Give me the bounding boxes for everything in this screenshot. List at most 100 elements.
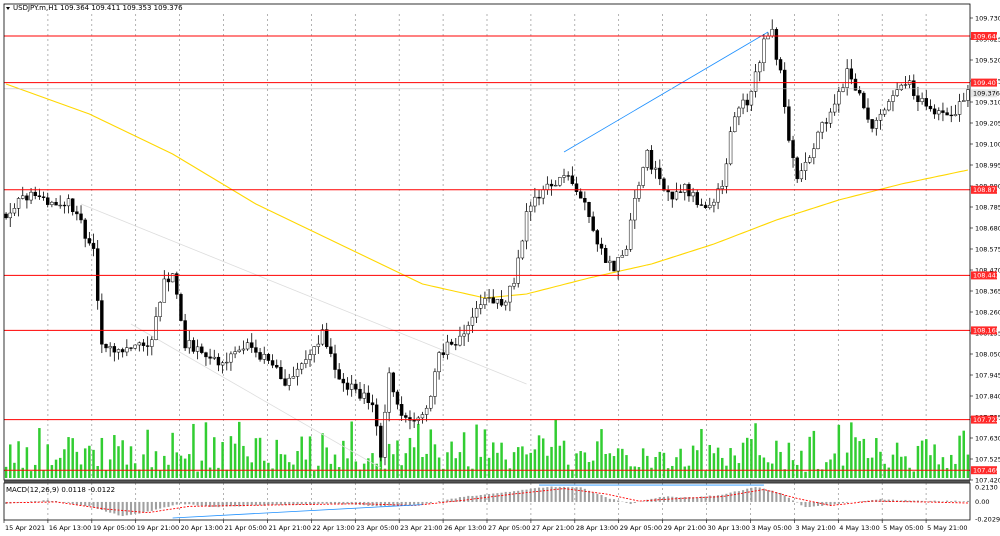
- candle-body: [666, 189, 670, 193]
- candle-body: [678, 191, 683, 193]
- time-tick-label: 29 Apr 21:00: [664, 524, 706, 532]
- candle-body: [100, 300, 104, 345]
- candle-body: [599, 243, 604, 249]
- candle-body: [12, 208, 17, 214]
- trend-lines: [80, 31, 769, 469]
- grid: [47, 14, 927, 520]
- candle-body: [120, 349, 125, 353]
- candle-body: [554, 184, 558, 187]
- candle-body: [395, 391, 400, 405]
- candle-body: [166, 278, 171, 283]
- candle-body: [433, 371, 437, 397]
- candle-body: [366, 392, 371, 403]
- time-tick-label: 30 Apr 13:00: [708, 524, 750, 532]
- candle-body: [445, 341, 450, 355]
- volume-bars: [4, 419, 970, 478]
- candle-body: [962, 100, 966, 102]
- candle-body: [753, 71, 758, 92]
- dropdown-arrow-icon[interactable]: [6, 7, 10, 10]
- candle-body: [170, 273, 175, 283]
- candle-body: [79, 213, 83, 221]
- candle-body: [279, 366, 283, 380]
- candle-body: [412, 420, 416, 422]
- candle-body: [320, 329, 325, 345]
- candle-body: [641, 167, 645, 186]
- candle-body: [758, 62, 762, 73]
- candle-body: [399, 404, 404, 416]
- candle-body: [903, 84, 908, 86]
- ma-line: [5, 83, 969, 299]
- candle-body: [495, 299, 500, 304]
- candle-body: [857, 90, 862, 94]
- price-level-tag: [971, 415, 997, 424]
- candle-body: [724, 163, 729, 187]
- candle-body: [699, 204, 704, 206]
- candle-body: [578, 191, 583, 199]
- time-tick-label: 26 Apr 13:00: [444, 524, 486, 532]
- candle-body: [849, 68, 854, 80]
- macd-tick-label: 0.2130: [975, 483, 998, 491]
- time-tick-label: 5 May 05:00: [883, 524, 923, 532]
- candle-body: [308, 354, 312, 360]
- candle-body: [233, 351, 237, 355]
- candle-body: [691, 192, 695, 197]
- candle-body: [937, 110, 941, 115]
- candle-body: [616, 256, 620, 272]
- candle-body: [125, 347, 129, 353]
- candle-body: [129, 347, 133, 349]
- candle-body: [841, 87, 845, 92]
- time-tick-label: 27 Apr 21:00: [532, 524, 574, 532]
- candle-body: [803, 162, 808, 171]
- candle-body: [920, 98, 924, 103]
- candle-body: [749, 91, 754, 106]
- candle-body: [745, 99, 749, 106]
- candle-body: [458, 335, 462, 346]
- candle-body: [949, 114, 953, 117]
- candle-body: [820, 122, 824, 133]
- horizontal-levels[interactable]: [4, 35, 970, 471]
- time-tick-label: 23 Apr 21:00: [400, 524, 442, 532]
- price-level-tag-label: 107.722: [973, 416, 1000, 424]
- candle-body: [33, 191, 37, 196]
- current-price-tag: [971, 89, 997, 98]
- candle-body: [429, 396, 433, 409]
- price-tick-label: 109.520: [975, 56, 1000, 64]
- candle-body: [633, 198, 637, 221]
- price-tick-label: 108.260: [975, 308, 1000, 316]
- candle-body: [75, 211, 79, 215]
- candle-body: [116, 349, 121, 353]
- candle-body: [449, 341, 454, 345]
- candle-body: [866, 107, 870, 120]
- candle-body: [716, 188, 720, 203]
- time-tick-label: 21 Apr 05:00: [225, 524, 267, 532]
- candle-body: [853, 78, 858, 91]
- time-tick-label: 16 Apr 13:00: [49, 524, 91, 532]
- candle-body: [391, 372, 396, 393]
- candle-body: [262, 354, 266, 360]
- price-level-tag-label: 108.443: [973, 272, 1000, 280]
- price-level-tag-label: 109.407: [973, 79, 1000, 87]
- candle-body: [966, 89, 970, 101]
- candle-body: [953, 114, 958, 117]
- channel-line: [80, 203, 527, 385]
- candle-body: [916, 95, 920, 103]
- time-tick-label: 15 Apr 2021: [5, 524, 45, 532]
- price-tick-label: 108.680: [975, 224, 1000, 232]
- candle-body: [566, 175, 570, 177]
- candle-body: [695, 192, 699, 205]
- candle-body: [491, 297, 495, 304]
- time-tick-label: 4 May 13:00: [839, 524, 879, 532]
- price-tick-label: 107.840: [975, 392, 1000, 400]
- price-level-tag-label: 108.168: [973, 327, 1000, 335]
- candle-body: [4, 213, 8, 219]
- candle-body: [362, 392, 366, 399]
- candle-body: [291, 376, 296, 379]
- price-tick-label: 108.785: [975, 203, 1000, 211]
- symbol-ohlc-label: USDJPY.m,H1 109.364 109.411 109.353 109.…: [13, 4, 183, 12]
- candle-body: [91, 242, 96, 249]
- macd-trend-line: [172, 504, 423, 519]
- candle-body: [608, 260, 612, 263]
- candle-body: [333, 353, 337, 370]
- candle-body: [653, 167, 658, 170]
